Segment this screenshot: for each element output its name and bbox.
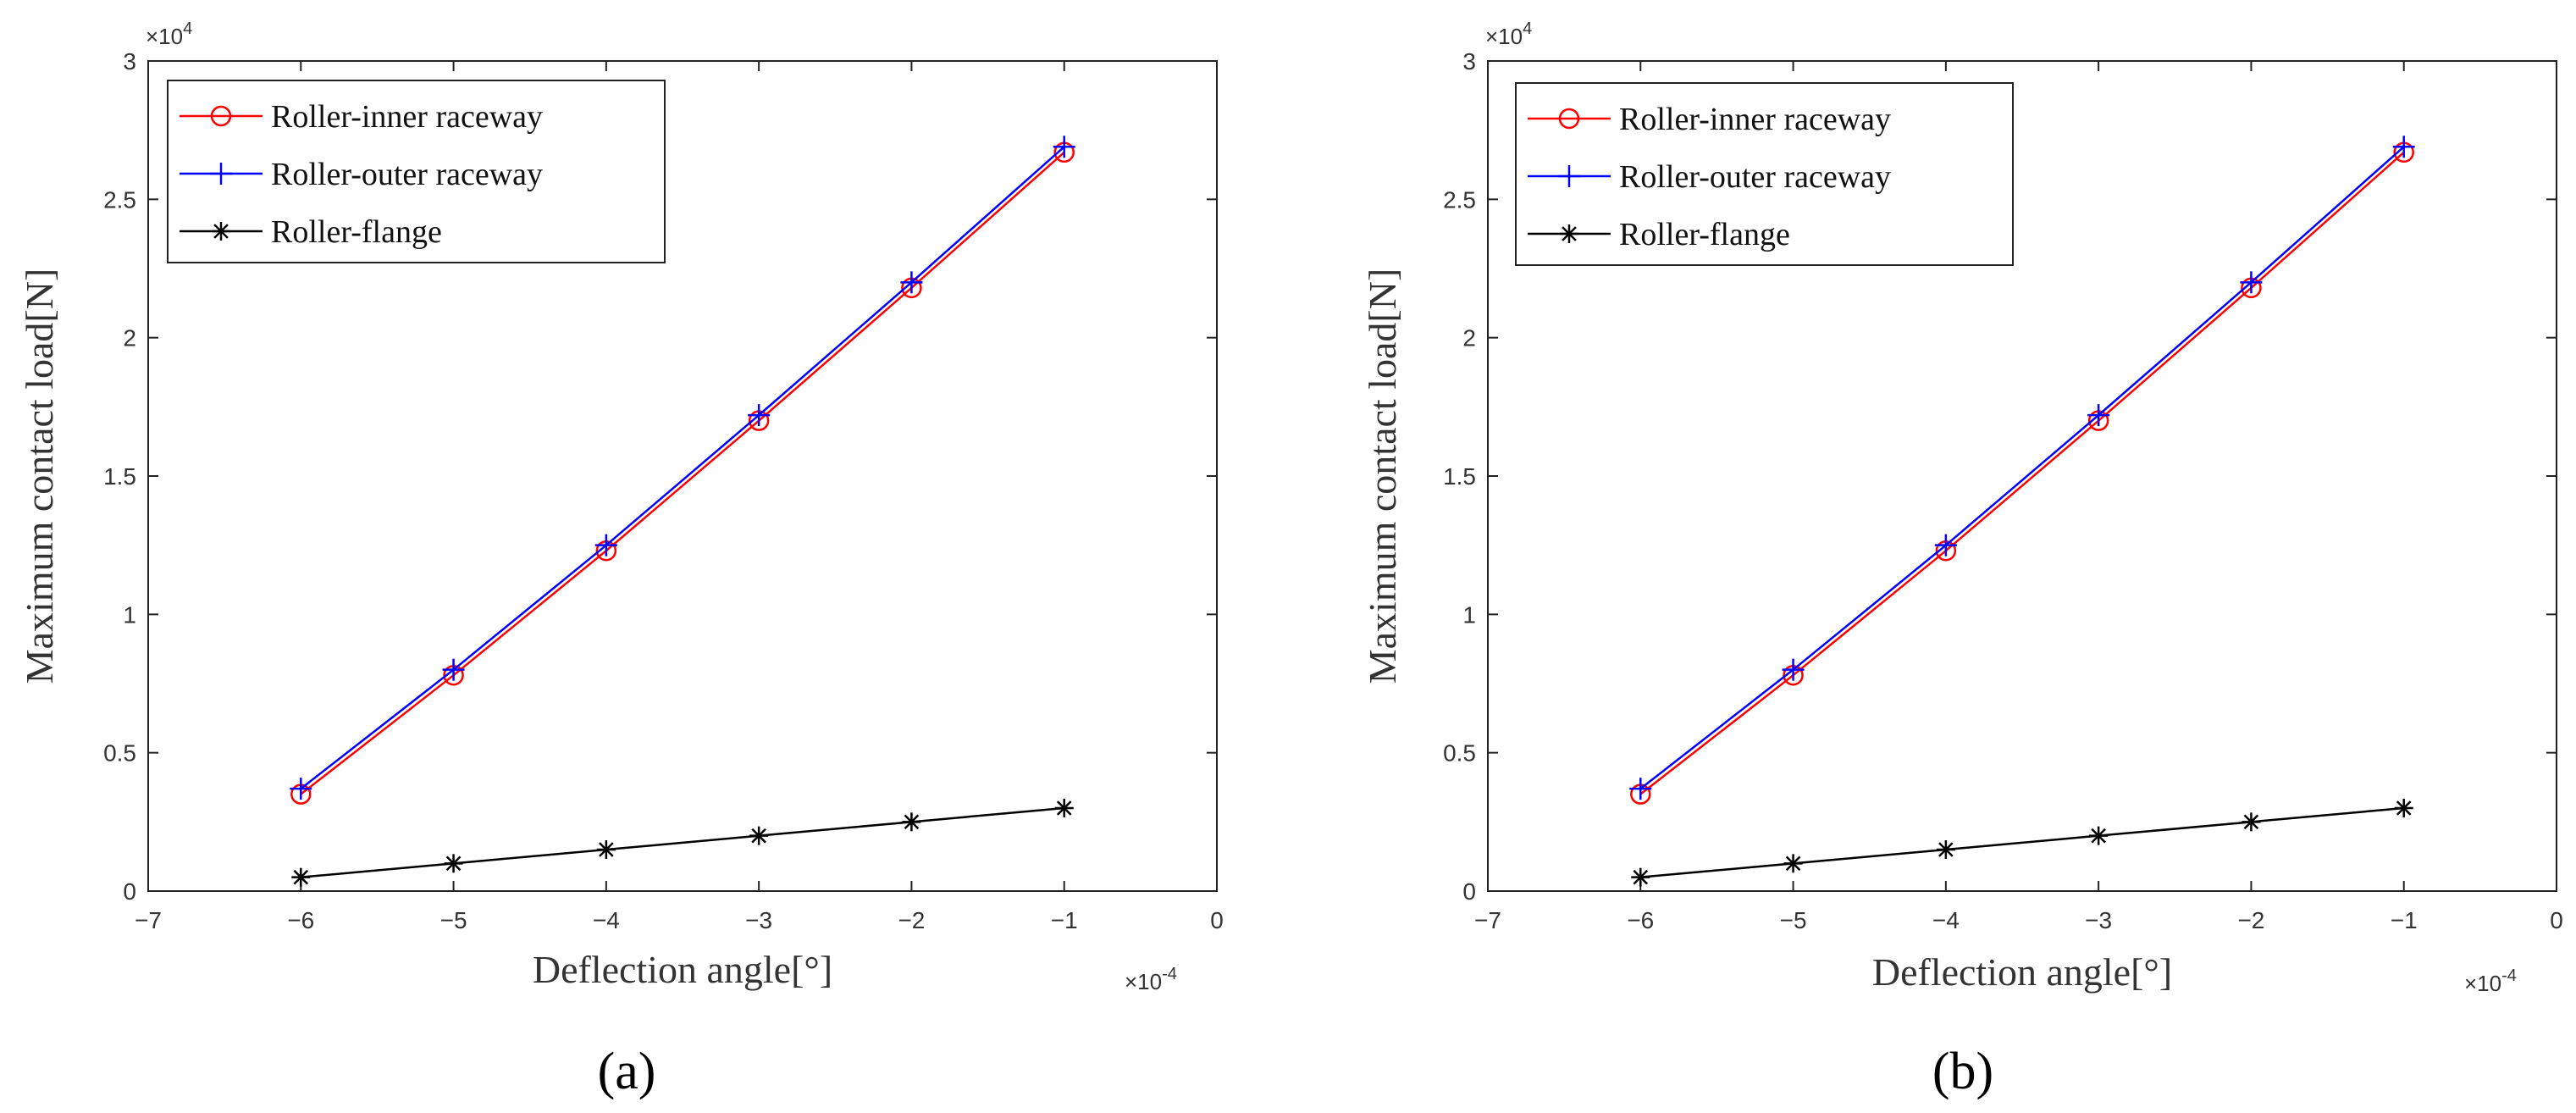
legend-marker	[1558, 165, 1580, 187]
data-point-1-4	[900, 271, 923, 294]
y-tick-label: 0.5	[1443, 740, 1476, 767]
panel-label-a: (a)	[598, 1043, 656, 1100]
y-axis-label: Maximum contact load[N]	[1361, 269, 1404, 684]
x-tick-label: −1	[2391, 907, 2418, 933]
legend-entry-2: Roller-flange	[1528, 217, 1790, 252]
legend-marker	[1558, 108, 1580, 130]
x-tick-label: −7	[1474, 907, 1501, 933]
x-tick-label: −7	[135, 907, 162, 933]
y-tick-label: 2	[123, 325, 136, 352]
x-axis-exponent: ×10-4	[1125, 965, 1177, 994]
legend: Roller-inner raceway Roller-outer raceway…	[167, 80, 666, 263]
data-point-1-0	[1629, 778, 1652, 800]
data-point-1-3	[748, 404, 771, 427]
x-tick-label: −3	[745, 907, 772, 933]
y-axis-exponent: ×104	[1485, 19, 1532, 49]
legend-entry-1: Roller-outer raceway	[1528, 159, 1891, 195]
x-tick-label: −1	[1051, 907, 1078, 933]
x-axis-label: Deflection angle[°]	[533, 948, 832, 991]
y-tick-label: 3	[123, 48, 136, 75]
legend-marker	[212, 222, 230, 241]
legend-entry-0: Roller-inner raceway	[1528, 102, 1891, 137]
legend-label: Roller-inner raceway	[1619, 102, 1891, 137]
x-axis-exponent: ×10-4	[2464, 966, 2517, 996]
y-tick-label: 2.5	[1443, 186, 1476, 213]
chart-marks: −7 −6 −5 −4 −3 −2 −1 0 0 0.5 1 1.5 2 2.5 3	[1443, 48, 2563, 933]
legend-marker	[1560, 224, 1578, 243]
data-point-1-5	[2392, 136, 2415, 158]
series-line-1	[300, 146, 1065, 790]
x-tick-label: −5	[440, 907, 467, 933]
y-tick-label: 0.5	[103, 740, 136, 767]
legend-entry-1: Roller-outer raceway	[180, 157, 543, 192]
legend-label: Roller-outer raceway	[1619, 159, 1891, 195]
series-line-2	[301, 806, 1064, 878]
data-point-2-5	[2394, 799, 2413, 817]
legend-label: Roller-inner raceway	[271, 99, 543, 135]
legend-marker	[210, 105, 232, 127]
data-point-2-5	[1054, 799, 1074, 817]
series-line-1	[1639, 146, 2405, 790]
legend-marker	[210, 163, 232, 185]
data-point-1-2	[594, 534, 617, 556]
x-tick-label: −2	[2237, 907, 2264, 933]
y-axis-label: Maximum contact load[N]	[18, 269, 61, 684]
y-tick-label: 3	[1462, 48, 1476, 75]
y-tick-label: 2	[1462, 325, 1476, 352]
data-point-2-3	[2089, 826, 2109, 845]
data-point-2-0	[1631, 867, 1650, 887]
data-point-1-1	[1782, 658, 1805, 681]
panel-label-b: (b)	[1932, 1043, 1993, 1100]
x-axis-label: Deflection angle[°]	[1872, 950, 2172, 994]
y-tick-label: 0	[123, 878, 136, 905]
y-tick-label: 2.5	[103, 186, 136, 213]
legend-label: Roller-flange	[1619, 217, 1790, 252]
chart-marks: −7 −6 −5 −4 −3 −2 −1 0 0 0.5 1 1.5 2 2.5 3	[103, 48, 1224, 933]
data-point-1-3	[2087, 404, 2110, 427]
data-point-2-0	[291, 867, 311, 887]
data-point-1-4	[2240, 271, 2263, 294]
series-line-0	[300, 151, 1065, 795]
data-point-2-1	[1783, 854, 1803, 873]
legend-label: Roller-outer raceway	[271, 157, 543, 192]
x-tick-label: −6	[287, 907, 314, 933]
legend-entry-2: Roller-flange	[180, 214, 442, 250]
series-line-0	[1639, 151, 2405, 795]
x-tick-label: −4	[593, 907, 620, 933]
x-tick-label: −3	[2085, 907, 2112, 933]
y-tick-label: 0	[1462, 878, 1476, 905]
data-point-1-0	[290, 778, 312, 800]
y-tick-label: 1.5	[1443, 463, 1476, 490]
chart-panel-a: −7 −6 −5 −4 −3 −2 −1 0 0 0.5 1 1.5 2 2.5 3 Roller-inne…	[18, 19, 1224, 1100]
data-point-1-1	[442, 658, 465, 681]
legend-label: Roller-flange	[271, 214, 442, 250]
legend: Roller-inner raceway Roller-outer raceway…	[1515, 82, 2014, 266]
data-point-2-4	[902, 812, 921, 832]
data-point-2-4	[2242, 812, 2261, 832]
x-tick-label: −4	[1932, 907, 1960, 933]
y-axis-exponent: ×104	[146, 19, 192, 49]
x-tick-label: −2	[898, 907, 925, 933]
y-tick-label: 1.5	[103, 463, 136, 490]
y-tick-label: 1	[123, 601, 136, 628]
legend-entry-0: Roller-inner raceway	[180, 99, 543, 135]
data-point-1-2	[1934, 534, 1957, 556]
data-point-1-5	[1053, 136, 1075, 158]
x-tick-label: −6	[1627, 907, 1654, 933]
data-point-2-3	[749, 826, 769, 845]
data-point-2-1	[444, 854, 463, 873]
y-tick-label: 1	[1462, 601, 1476, 628]
chart-panel-b: −7 −6 −5 −4 −3 −2 −1 0 0 0.5 1 1.5 2 2.5 3 Roller-inne…	[1361, 19, 2563, 1100]
data-point-2-2	[1936, 840, 1955, 859]
series-line-2	[1640, 806, 2404, 878]
data-point-2-2	[596, 840, 616, 859]
x-tick-label: 0	[1210, 907, 1224, 933]
x-tick-label: 0	[2550, 907, 2563, 933]
x-tick-label: −5	[1780, 907, 1807, 933]
